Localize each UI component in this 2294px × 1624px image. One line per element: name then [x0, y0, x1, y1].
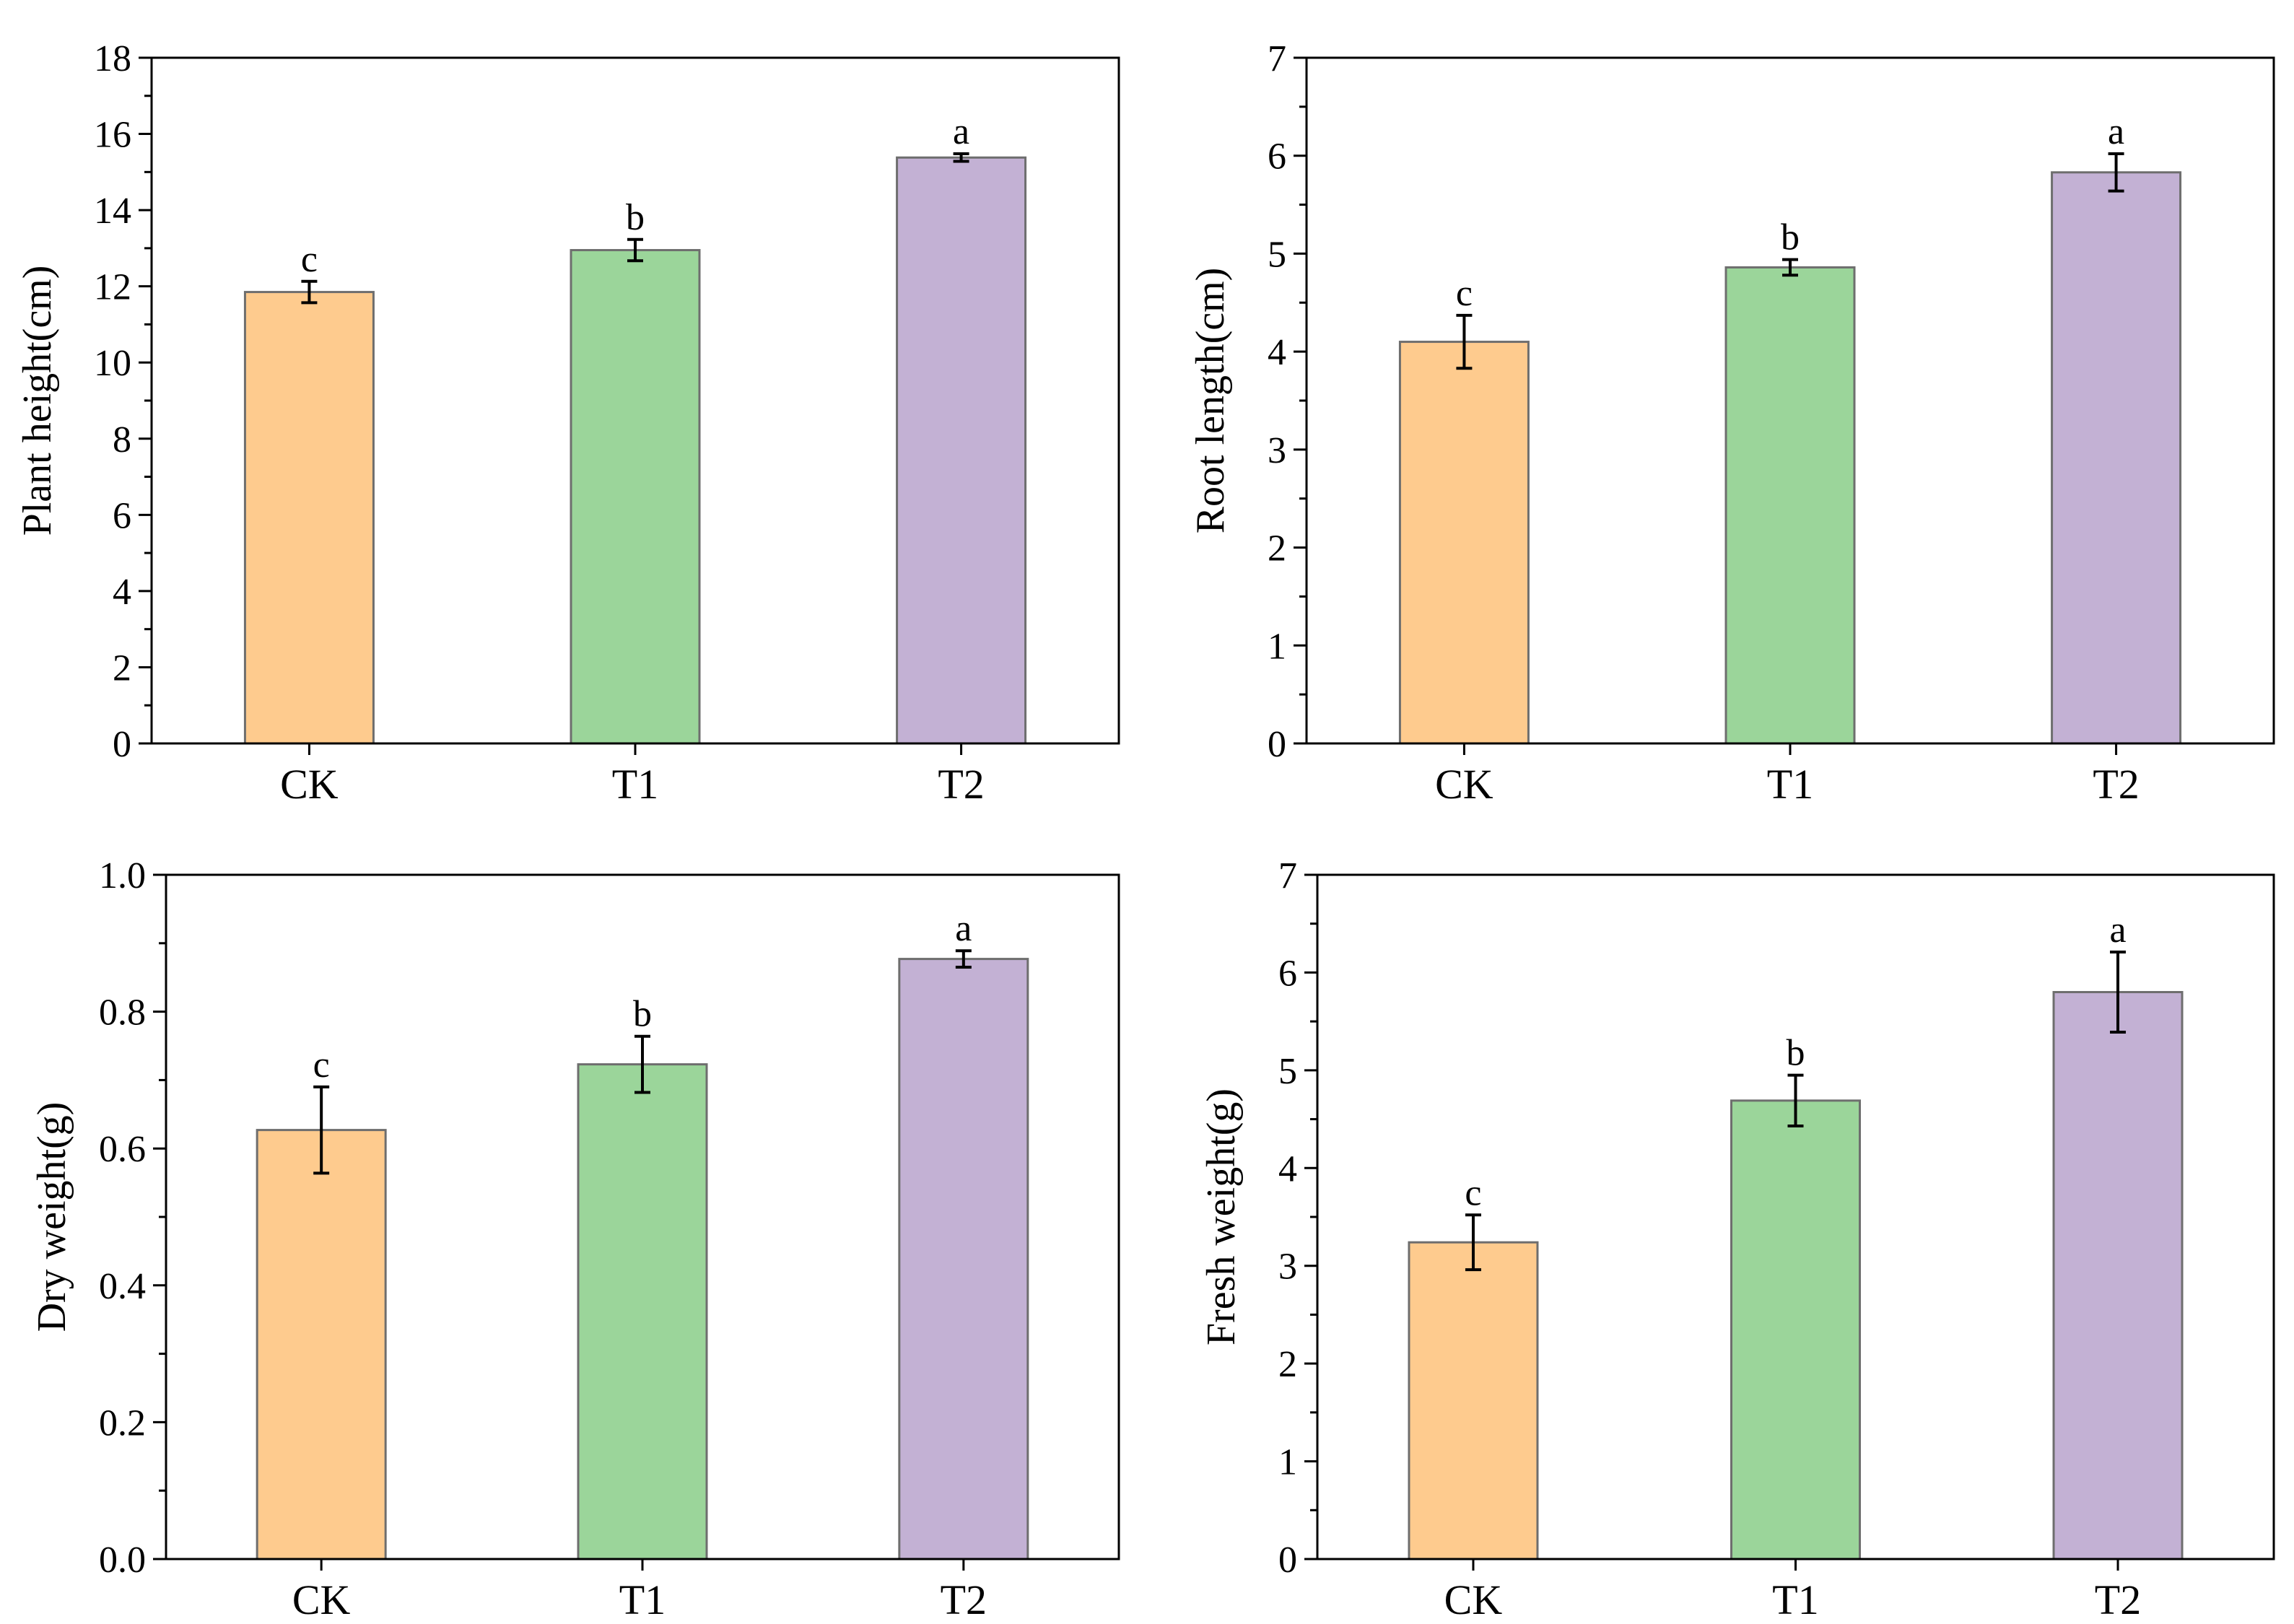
significance-label-ck: c — [301, 239, 318, 280]
bar-t1 — [570, 249, 701, 745]
y-tick-label: 0 — [113, 724, 131, 765]
x-tick-label-ck: CK — [292, 1576, 351, 1623]
x-tick-label-t1: T1 — [619, 1576, 666, 1623]
significance-label-t1: b — [633, 994, 652, 1035]
y-tick-label: 1 — [1268, 626, 1286, 667]
bar-ck — [256, 1129, 387, 1560]
y-tick-label: 0.4 — [99, 1266, 146, 1307]
y-tick-label: 1.0 — [99, 855, 146, 896]
bar-t1 — [1730, 1099, 1861, 1560]
significance-label-t2: a — [955, 908, 972, 949]
bar-t2 — [898, 958, 1029, 1560]
bar-ck — [243, 291, 375, 745]
y-tick-label: 6 — [1278, 953, 1297, 994]
y-tick-label: 5 — [1268, 234, 1286, 275]
y-tick-label: 3 — [1278, 1247, 1297, 1288]
y-axis-title: Dry weight(g) — [30, 1102, 74, 1332]
y-tick-label: 2 — [1268, 528, 1286, 569]
chart-panel-1: c CK b T1 a T2 0 2 4 6 8 10 12 14 16 18 Plant height(cm) — [15, 38, 1120, 808]
y-tick-label: 10 — [94, 343, 131, 384]
significance-label-ck: c — [1465, 1172, 1481, 1213]
x-tick-label-ck: CK — [280, 761, 339, 808]
y-tick-label: 16 — [94, 115, 131, 156]
x-tick-label-t1: T1 — [1767, 761, 1813, 808]
x-tick-label-ck: CK — [1435, 761, 1493, 808]
x-tick-label-t1: T1 — [1772, 1576, 1818, 1623]
y-tick-label: 7 — [1278, 855, 1297, 896]
bar-t2 — [2051, 171, 2182, 745]
chart-panel-2: c CK b T1 a T2 0 1 2 3 4 5 6 7 Root length(cm) — [1188, 38, 2275, 808]
significance-label-t2: a — [953, 111, 969, 152]
y-tick-label: 2 — [1278, 1344, 1297, 1385]
y-tick-label: 7 — [1268, 38, 1286, 79]
y-axis-title: Root length(cm) — [1188, 268, 1233, 534]
y-tick-label: 0 — [1278, 1540, 1297, 1581]
x-tick-label-ck: CK — [1444, 1576, 1503, 1623]
y-tick-label: 0 — [1268, 724, 1286, 765]
y-tick-label: 0.2 — [99, 1402, 146, 1444]
significance-label-t2: a — [2108, 111, 2124, 152]
y-tick-label: 14 — [94, 191, 131, 232]
chart-panel-3: c CK b T1 a T2 0.0 0.2 0.4 0.6 0.8 1.0 Dry weight(g) — [30, 855, 1120, 1623]
x-tick-label-t2: T2 — [941, 1576, 987, 1623]
y-axis-title: Fresh weight(g) — [1199, 1088, 1244, 1345]
y-tick-label: 6 — [113, 495, 131, 536]
y-axis-title: Plant height(cm) — [15, 266, 60, 536]
plot-frame — [165, 873, 1120, 1560]
y-tick-label: 8 — [113, 419, 131, 460]
significance-label-ck: c — [313, 1044, 330, 1086]
x-tick-label-t2: T2 — [938, 761, 984, 808]
y-tick-label: 4 — [1268, 332, 1286, 373]
y-tick-label: 0.0 — [99, 1540, 146, 1581]
significance-label-ck: c — [1456, 273, 1473, 314]
significance-label-t1: b — [626, 197, 645, 238]
y-tick-label: 4 — [113, 572, 131, 613]
bar-ck — [1398, 341, 1530, 745]
y-tick-label: 18 — [94, 38, 131, 79]
y-tick-label: 4 — [1278, 1148, 1297, 1189]
y-tick-label: 6 — [1268, 136, 1286, 178]
x-tick-label-t2: T2 — [2093, 761, 2139, 808]
bar-t2 — [2052, 991, 2184, 1560]
x-tick-label-t1: T1 — [612, 761, 658, 808]
significance-label-t1: b — [1781, 217, 1800, 258]
y-tick-label: 2 — [113, 647, 131, 689]
plot-frame — [1316, 873, 2275, 1560]
plot-frame — [1305, 56, 2275, 745]
bar-ck — [1408, 1241, 1539, 1560]
y-tick-label: 0.6 — [99, 1129, 146, 1170]
bar-t1 — [1724, 266, 1856, 745]
y-tick-label: 0.8 — [99, 992, 146, 1034]
bar-t2 — [896, 156, 1027, 745]
x-tick-label-t2: T2 — [2095, 1576, 2141, 1623]
y-tick-label: 1 — [1278, 1442, 1297, 1483]
y-tick-label: 5 — [1278, 1051, 1297, 1092]
significance-label-t2: a — [2109, 909, 2126, 951]
plot-frame — [150, 56, 1120, 745]
bar-t1 — [577, 1063, 708, 1560]
y-tick-label: 3 — [1268, 430, 1286, 471]
significance-label-t1: b — [1787, 1033, 1805, 1074]
chart-panel-4: c CK b T1 a T2 0 1 2 3 4 5 6 7 Fresh weight(g) — [1199, 855, 2275, 1623]
y-tick-label: 12 — [94, 267, 131, 308]
